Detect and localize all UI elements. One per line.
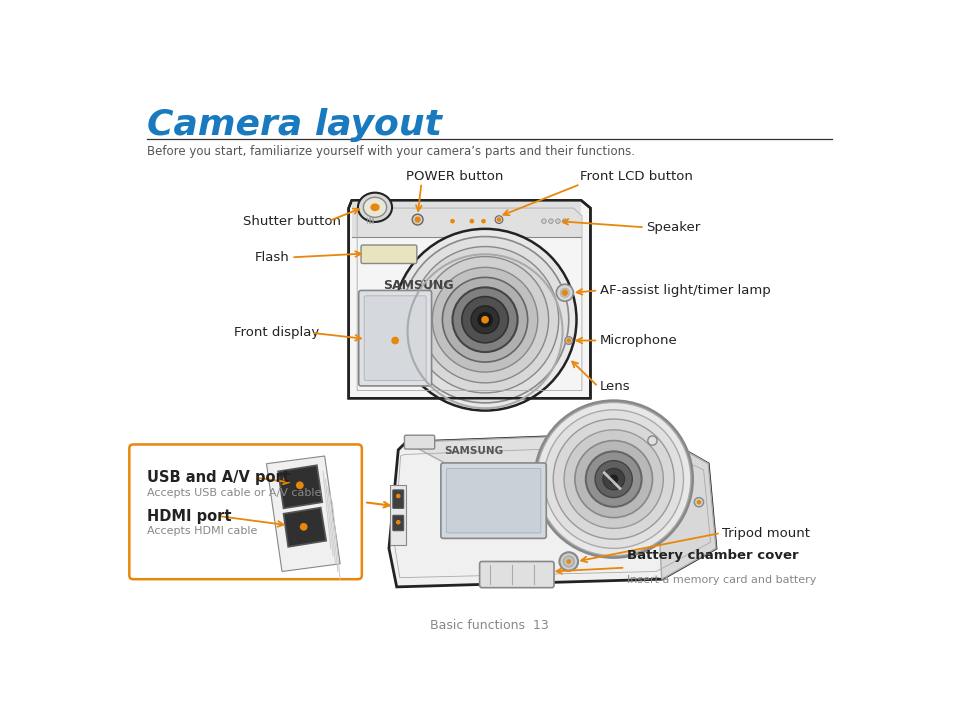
Ellipse shape [370,204,379,211]
Circle shape [461,297,508,343]
Circle shape [299,523,307,531]
Circle shape [541,219,546,223]
FancyBboxPatch shape [479,562,554,588]
Circle shape [495,216,502,223]
Text: Shutter button: Shutter button [243,215,341,228]
Circle shape [497,217,500,222]
Circle shape [562,219,567,223]
Circle shape [480,219,485,223]
Circle shape [469,219,474,223]
FancyBboxPatch shape [393,516,403,531]
Circle shape [421,256,548,383]
Circle shape [543,410,682,549]
Circle shape [411,246,558,393]
Polygon shape [406,433,707,472]
FancyBboxPatch shape [358,290,431,386]
FancyBboxPatch shape [364,296,426,381]
Circle shape [647,436,657,445]
Circle shape [608,474,618,484]
Polygon shape [352,200,580,237]
Text: Accepts HDMI cable: Accepts HDMI cable [147,526,257,536]
FancyBboxPatch shape [393,490,403,508]
FancyBboxPatch shape [130,444,361,579]
Text: Before you start, familiarize yourself with your camera’s parts and their functi: Before you start, familiarize yourself w… [147,145,635,158]
Circle shape [575,441,652,518]
Text: Basic functions  13: Basic functions 13 [429,619,548,632]
Circle shape [548,219,553,223]
Polygon shape [278,465,322,508]
Text: Flash: Flash [254,251,290,264]
Text: SAMSUNG: SAMSUNG [382,279,453,292]
Ellipse shape [357,193,392,222]
Circle shape [450,219,455,223]
Circle shape [395,494,400,498]
Circle shape [561,289,567,296]
Circle shape [432,267,537,372]
Text: Front LCD button: Front LCD button [579,170,693,183]
Circle shape [694,498,703,507]
FancyBboxPatch shape [446,468,540,533]
Polygon shape [390,485,406,544]
Circle shape [559,288,569,297]
Circle shape [452,287,517,352]
Circle shape [536,402,691,556]
Polygon shape [389,433,716,587]
Circle shape [401,237,568,403]
Circle shape [395,520,400,525]
Circle shape [415,217,420,222]
Circle shape [566,338,571,343]
Text: Speaker: Speaker [645,221,700,234]
Text: USB and A/V port: USB and A/V port [147,470,290,485]
Circle shape [480,316,488,323]
Text: Insert a memory card and battery: Insert a memory card and battery [626,575,816,585]
Polygon shape [266,456,340,572]
Polygon shape [283,508,326,547]
Circle shape [602,468,624,490]
Circle shape [562,556,574,567]
Circle shape [394,229,576,410]
Circle shape [471,306,498,333]
Text: Camera layout: Camera layout [147,108,441,142]
Circle shape [585,451,641,507]
Text: Accepts USB cable or A/V cable: Accepts USB cable or A/V cable [147,488,321,498]
Circle shape [295,482,303,489]
Text: POWER button: POWER button [406,170,503,183]
Circle shape [412,215,422,225]
Text: Front display: Front display [233,326,319,339]
Circle shape [595,461,632,498]
Circle shape [563,430,662,528]
FancyBboxPatch shape [360,245,416,264]
Text: SAMSUNG: SAMSUNG [444,446,503,456]
Text: Tripod mount: Tripod mount [721,526,809,539]
Circle shape [556,284,573,301]
Circle shape [566,559,571,564]
Text: Battery chamber cover: Battery chamber cover [626,549,798,562]
Text: AF-assist light/timer lamp: AF-assist light/timer lamp [599,284,770,297]
Circle shape [476,312,493,328]
Circle shape [442,277,527,362]
Ellipse shape [363,197,386,217]
Circle shape [696,500,700,505]
Text: Lens: Lens [599,380,630,393]
Text: Microphone: Microphone [599,334,677,347]
Circle shape [558,552,578,571]
Polygon shape [654,433,716,579]
Circle shape [555,219,559,223]
Text: HDMI port: HDMI port [147,508,232,523]
Polygon shape [348,200,590,398]
Circle shape [391,337,398,344]
Circle shape [564,337,572,344]
Circle shape [553,419,674,539]
FancyBboxPatch shape [440,463,546,539]
FancyBboxPatch shape [404,435,435,449]
